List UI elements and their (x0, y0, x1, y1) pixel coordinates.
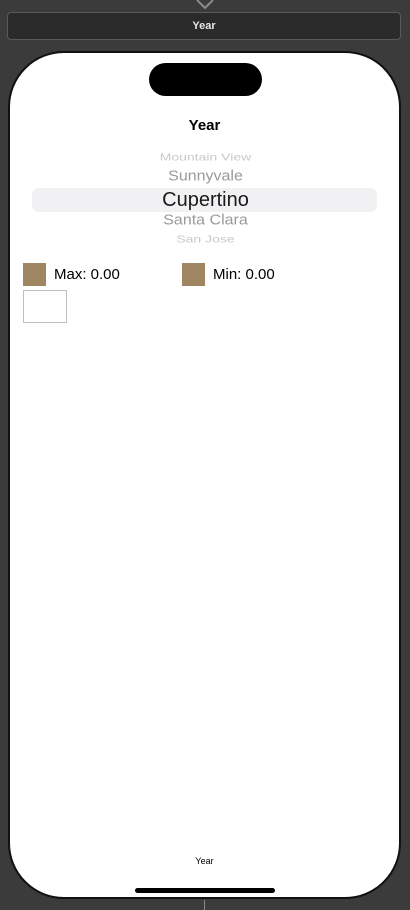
picker-item-selected[interactable]: Cupertino (162, 189, 249, 211)
max-value-label: Max: 0.00 (54, 265, 120, 283)
legend-min: Min: 0.00 (182, 262, 275, 286)
city-picker[interactable]: Mountain View Sunnyvale Cupertino Santa … (32, 149, 379, 245)
dynamic-island (149, 63, 262, 96)
home-indicator (135, 888, 275, 893)
picker-selection-highlight (32, 188, 377, 212)
max-color-swatch (23, 262, 46, 286)
scene-title-bar[interactable]: Year (7, 12, 401, 40)
picker-item[interactable]: San Jose (176, 233, 235, 245)
legend-max: Max: 0.00 (23, 262, 120, 286)
page-title: Year (188, 117, 221, 134)
min-value-label: Min: 0.00 (213, 265, 275, 283)
chevron-down-icon (196, 0, 214, 10)
segue-connector (204, 900, 205, 910)
device-frame: Year Mountain View Sunnyvale Cupertino S… (8, 51, 401, 899)
min-color-swatch (182, 262, 205, 286)
tab-item-year[interactable]: Year (195, 856, 214, 866)
picker-item[interactable]: Santa Clara (163, 212, 248, 229)
scene-title-label: Year (192, 20, 216, 32)
chart-placeholder-box (23, 290, 67, 323)
picker-item[interactable]: Sunnyvale (168, 168, 243, 185)
picker-item[interactable]: Mountain View (159, 151, 252, 163)
